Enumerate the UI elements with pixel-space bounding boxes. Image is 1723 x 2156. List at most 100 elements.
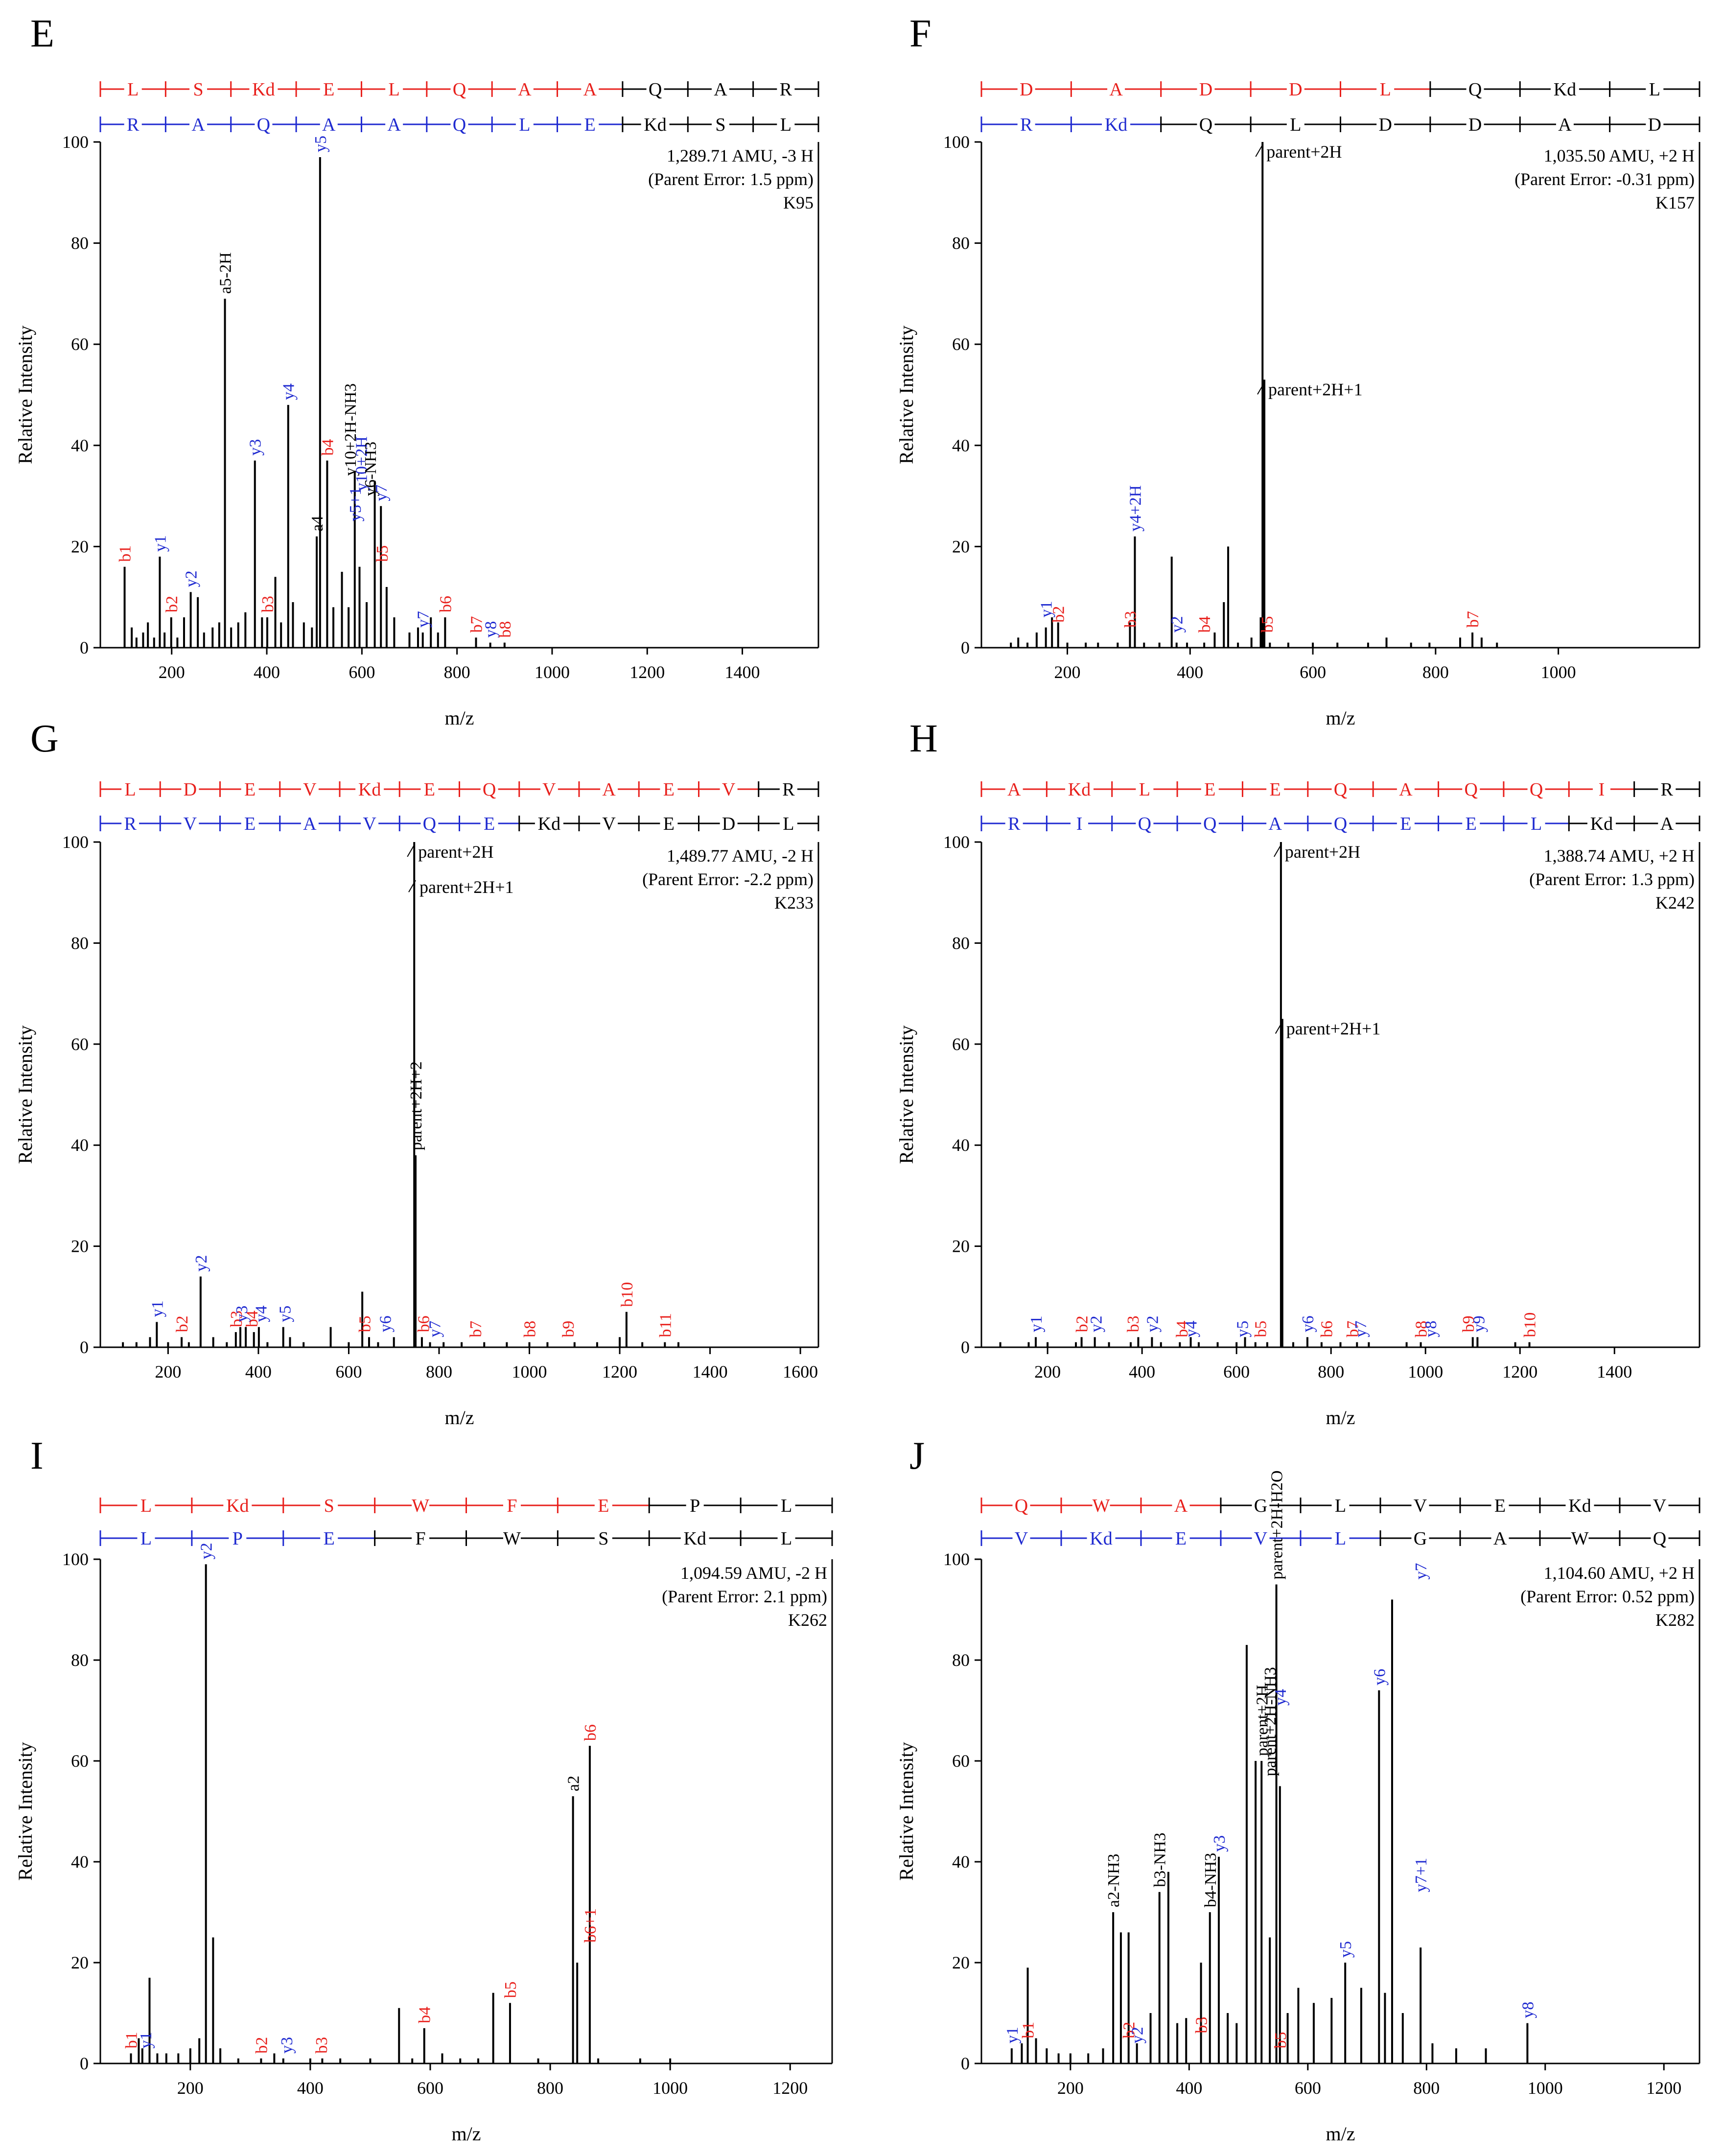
sequence-residue: Q — [1653, 1528, 1666, 1549]
sequence-residue: L — [1139, 779, 1150, 800]
sequence-residue: A — [583, 79, 597, 100]
x-tick-label: 400 — [254, 662, 280, 682]
residue-background — [320, 115, 338, 134]
y-tick-label: 80 — [71, 234, 89, 253]
sequence-residue: V — [363, 814, 376, 834]
x-tick-label: 800 — [537, 2078, 563, 2098]
residue-background — [1527, 779, 1545, 799]
sequence-residue: A — [322, 115, 336, 135]
sequence-residue: Kd — [1090, 1528, 1112, 1549]
sequence-top: Q W A G L V E Kd V — [980, 1496, 1700, 1516]
info-line: 1,035.50 AMU, +2 H — [1544, 146, 1695, 165]
peak-label: b7 — [1464, 611, 1482, 628]
y-tick-label: 60 — [71, 1751, 89, 1771]
info-line: (Parent Error: -0.31 ppm) — [1514, 169, 1695, 189]
sequence-residue: S — [193, 79, 203, 100]
y-tick-label: 20 — [71, 537, 89, 556]
residue-background — [121, 814, 140, 833]
sequence-residue: E — [1494, 1496, 1506, 1516]
peak-label: y10+2H-NH3 — [342, 383, 360, 476]
residue-background — [1197, 115, 1215, 134]
residue-background — [412, 1528, 430, 1548]
x-tick-label: 600 — [335, 1362, 362, 1382]
residue-background — [385, 79, 403, 99]
sequence-top: L S Kd E L Q A A Q A R — [99, 79, 819, 100]
peak-label: parent+2H-NH3 — [1261, 1667, 1280, 1776]
peak-label: b11 — [656, 1313, 675, 1337]
peak-label: a2 — [565, 1776, 583, 1791]
peak-label: b3 — [1193, 2017, 1211, 2034]
sequence-residue: E — [1400, 814, 1411, 834]
residue-background — [1527, 814, 1545, 833]
x-tick-label: 1000 — [512, 1362, 547, 1382]
residue-background — [1102, 115, 1131, 134]
peak-label: parent+2H — [1266, 142, 1342, 162]
sequence-residue: R — [1008, 814, 1021, 834]
residue-background — [1565, 1496, 1594, 1515]
residue-background — [1592, 779, 1610, 799]
sequence-residue: L — [1380, 79, 1391, 100]
peak-label: y2 — [1129, 2027, 1147, 2043]
info-line: (Parent Error: 1.5 ppm) — [648, 169, 814, 189]
residue-background — [1201, 779, 1219, 799]
sequence-residue: R — [1020, 115, 1033, 135]
residue-background — [1411, 1528, 1429, 1548]
y-axis-label: Relative Intensity — [895, 326, 917, 464]
residue-background — [1646, 115, 1664, 134]
residue-background — [241, 779, 259, 799]
peak-label: b5 — [356, 1315, 374, 1332]
residue-background — [1462, 779, 1480, 799]
peak-label: parent+2H-H2O — [1268, 1470, 1286, 1579]
sequence-residue: E — [244, 779, 256, 800]
x-axis-label: m/z — [452, 2123, 481, 2145]
y-tick-label: 80 — [71, 1650, 89, 1670]
residue-background — [450, 115, 468, 134]
residue-background — [480, 814, 498, 833]
y-tick-label: 20 — [952, 1237, 970, 1256]
y-tick-label: 40 — [952, 1852, 970, 1872]
peak-label: a5-2H — [217, 252, 235, 294]
sequence-residue: D — [1648, 115, 1661, 135]
sequence-residue: L — [125, 779, 136, 800]
sequence-residue: L — [1649, 79, 1660, 100]
peak-label: b5 — [1272, 2032, 1290, 2048]
peak-label: b10 — [1521, 1312, 1539, 1337]
peak-label: y2 — [192, 1255, 210, 1272]
peak-label: y7 — [1352, 1321, 1370, 1337]
y-tick-label: 80 — [952, 234, 970, 253]
residue-background — [1651, 1528, 1669, 1548]
y-tick-label: 80 — [952, 1650, 970, 1670]
peak-label: b6 — [1318, 1321, 1336, 1337]
peak-label: parent+2H+1 — [419, 877, 514, 897]
peak-label: b3 — [259, 596, 277, 612]
y-tick-label: 40 — [71, 436, 89, 455]
sequence-residue: L — [1335, 1528, 1346, 1549]
sequence-bottom: R V E A V Q E Kd V E D L — [99, 814, 819, 834]
peak-label: b9 — [1460, 1315, 1478, 1332]
sequence-residue: D — [1378, 115, 1392, 135]
info-line: (Parent Error: 1.3 ppm) — [1529, 869, 1695, 889]
residue-background — [189, 115, 208, 134]
peak-label: parent+2H+1 — [1286, 1019, 1381, 1038]
x-tick-label: 200 — [177, 2078, 204, 2098]
residue-background — [660, 779, 678, 799]
peaks — [1010, 1584, 1529, 2063]
y-tick-label: 0 — [961, 2054, 970, 2073]
sequence-residue: W — [503, 1528, 521, 1549]
sequence-residue: L — [389, 79, 400, 100]
residue-background — [1017, 115, 1035, 134]
residue-background — [777, 1496, 795, 1515]
residue-background — [646, 79, 664, 99]
sequence-residue: L — [140, 1528, 152, 1549]
sequence-residue: Kd — [1568, 1496, 1591, 1516]
residue-background — [255, 115, 273, 134]
peak-label: y1 — [151, 535, 169, 552]
residue-background — [503, 1496, 521, 1515]
sequence-residue: I — [1076, 814, 1083, 834]
peaks — [1010, 142, 1498, 648]
sequence-residue: D — [1199, 79, 1212, 100]
residue-background — [1172, 1496, 1190, 1515]
